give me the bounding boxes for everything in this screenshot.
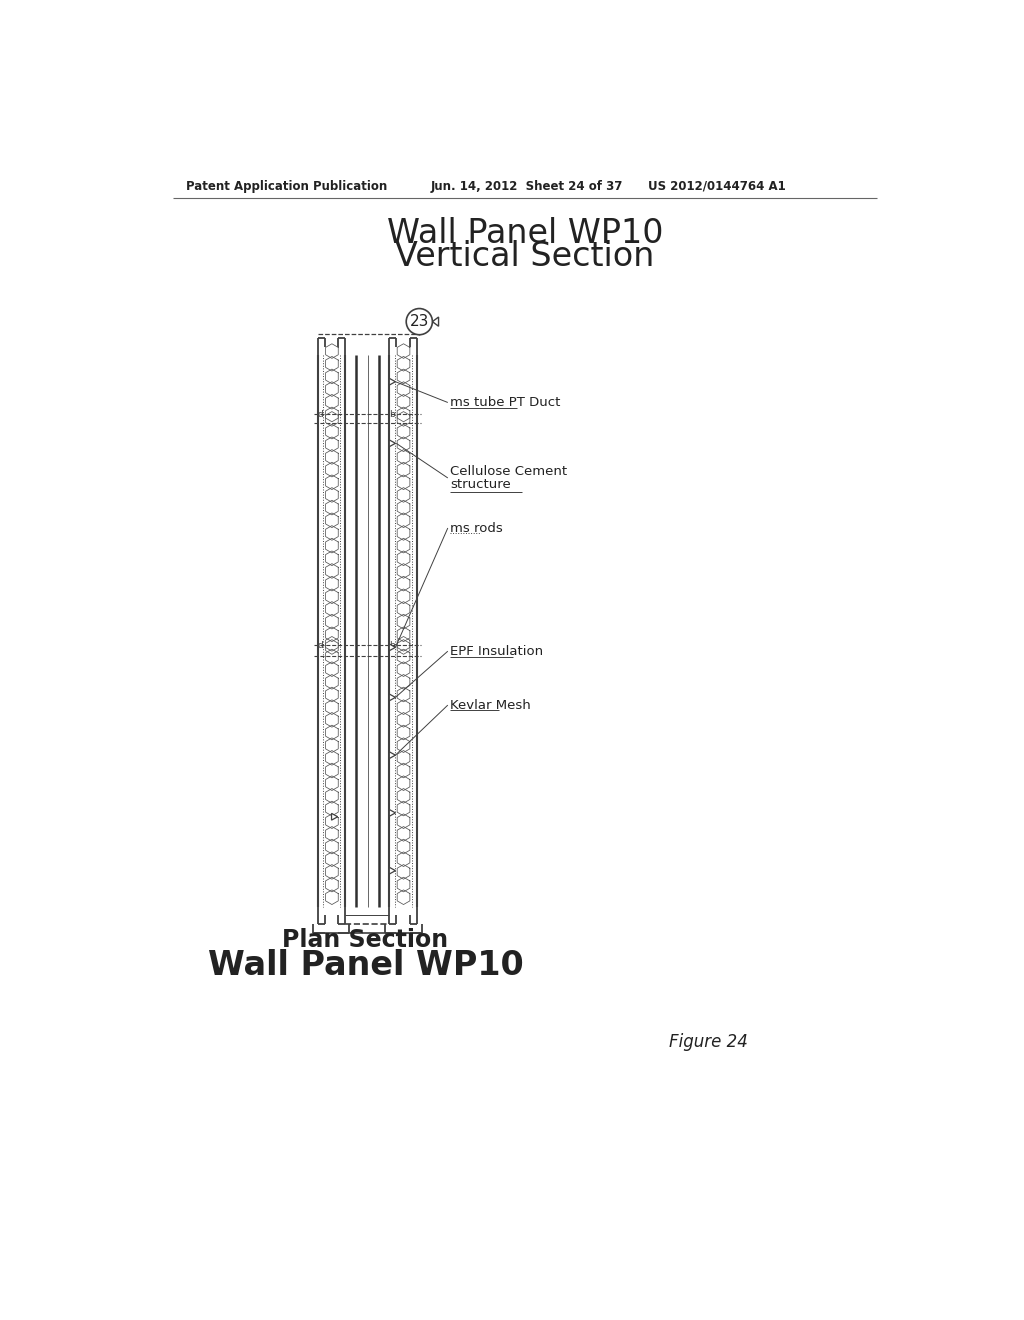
- Polygon shape: [389, 809, 395, 816]
- Polygon shape: [389, 694, 395, 701]
- Text: Plan Section: Plan Section: [283, 928, 449, 952]
- Text: Patent Application Publication: Patent Application Publication: [186, 180, 387, 193]
- Text: Cellulose Cement: Cellulose Cement: [451, 465, 567, 478]
- Text: ms tube PT Duct: ms tube PT Duct: [451, 396, 560, 409]
- Polygon shape: [389, 440, 395, 446]
- Text: EPF Insulation: EPF Insulation: [451, 644, 544, 657]
- Text: Wall Panel WP10: Wall Panel WP10: [208, 949, 523, 982]
- Text: Wall Panel WP10: Wall Panel WP10: [386, 218, 664, 251]
- Text: Vertical Section: Vertical Section: [395, 240, 654, 273]
- Text: Kevlar Mesh: Kevlar Mesh: [451, 698, 530, 711]
- Text: b: b: [389, 640, 395, 649]
- Text: 23: 23: [410, 314, 429, 329]
- Text: d: d: [317, 409, 324, 418]
- Text: Figure 24: Figure 24: [669, 1032, 748, 1051]
- Polygon shape: [389, 752, 395, 759]
- Text: Jun. 14, 2012  Sheet 24 of 37: Jun. 14, 2012 Sheet 24 of 37: [431, 180, 624, 193]
- Polygon shape: [332, 813, 338, 820]
- Polygon shape: [389, 379, 395, 385]
- Circle shape: [407, 309, 432, 335]
- Polygon shape: [389, 644, 395, 651]
- Text: US 2012/0144764 A1: US 2012/0144764 A1: [648, 180, 785, 193]
- Text: d: d: [317, 640, 324, 649]
- Text: ms rods: ms rods: [451, 521, 503, 535]
- Text: b: b: [389, 409, 395, 418]
- Polygon shape: [432, 317, 438, 326]
- Text: structure: structure: [451, 478, 511, 491]
- Polygon shape: [389, 867, 395, 874]
